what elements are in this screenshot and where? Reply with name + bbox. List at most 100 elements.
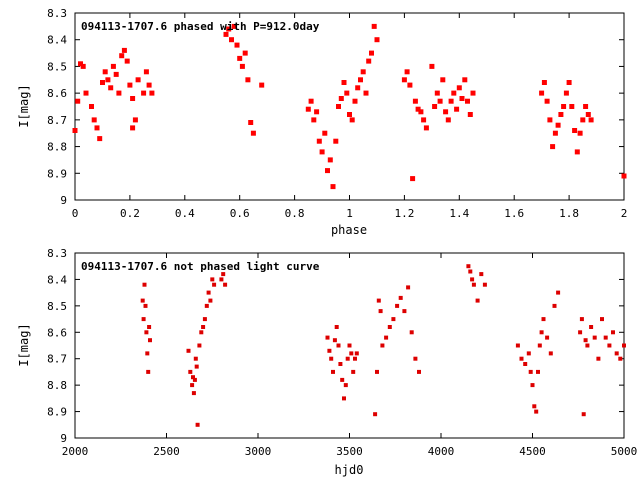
phased-data-point: [130, 125, 136, 131]
unphased-data-points: [140, 264, 626, 427]
phased-data-point: [572, 128, 578, 133]
phased-data-point: [404, 69, 410, 75]
unphased-data-point: [402, 309, 407, 314]
phased-data-point: [314, 109, 320, 115]
phased-data-point: [547, 117, 553, 123]
phased-data-point: [358, 77, 363, 83]
unphased-data-point: [191, 375, 195, 380]
phased-x-tick-label: 1.8: [559, 207, 579, 220]
phased-data-point: [539, 90, 545, 96]
unphased-data-point: [343, 383, 348, 388]
phased-data-point: [349, 117, 355, 123]
phased-data-point: [316, 138, 322, 144]
phased-y-axis-label: I[mag]: [17, 84, 31, 127]
unphased-y-tick-label: 8.5: [47, 300, 67, 313]
phased-y-tick-label: 8.3: [47, 7, 67, 20]
phased-x-tick-label: 1.4: [449, 207, 469, 220]
phased-y-tick-label: 8.6: [47, 87, 67, 100]
phased-data-point: [322, 130, 328, 136]
phased-light-curve-panel: 0 0.2 0.4 0.6 0.8 1 1.2 1.4 1.6 1.8 2 8.3 8.4 8.5 8.6 8…: [17, 7, 627, 237]
phased-data-point: [311, 117, 317, 123]
phased-data-point: [454, 106, 460, 112]
unphased-data-point: [332, 338, 337, 343]
phased-data-point: [141, 90, 147, 96]
unphased-data-point: [552, 303, 557, 308]
phased-data-point: [443, 109, 449, 115]
unphased-data-point: [194, 364, 199, 369]
unphased-x-tick-label: 4000: [428, 445, 455, 458]
unphased-y-tick-label: 8.6: [47, 326, 67, 339]
phased-data-point: [363, 90, 369, 96]
phased-y-tick-label: 8.8: [47, 141, 67, 154]
unphased-data-point: [202, 317, 207, 322]
phased-data-point: [410, 176, 416, 182]
unphased-data-point: [378, 309, 383, 314]
unphased-data-point: [336, 343, 341, 348]
phased-data-point: [124, 58, 130, 64]
phased-data-point: [566, 80, 572, 85]
unphased-x-tick-label: 5000: [611, 445, 638, 458]
phased-data-point: [226, 26, 232, 32]
phased-data-point: [75, 98, 81, 104]
phased-data-point: [555, 122, 561, 128]
phased-axis-ticks: 0 0.2 0.4 0.6 0.8 1 1.2 1.4 1.6 1.8 2 8.3 8.4 8.5 8.6 8…: [47, 7, 627, 220]
unphased-data-point: [206, 290, 211, 295]
phased-data-point: [574, 149, 580, 155]
unphased-data-point: [193, 356, 198, 361]
phased-data-point: [374, 37, 380, 43]
unphased-data-point: [618, 356, 623, 361]
unphased-data-point: [219, 277, 224, 282]
unphased-data-point: [581, 412, 586, 417]
phased-data-point: [116, 90, 122, 96]
phased-data-point: [223, 31, 229, 37]
phased-y-tick-label: 8.9: [47, 167, 67, 180]
unphased-data-point: [470, 277, 475, 282]
unphased-data-point: [221, 272, 226, 277]
phased-data-point: [89, 104, 94, 109]
unphased-data-point: [482, 282, 487, 287]
unphased-data-point: [338, 362, 343, 366]
phased-data-point: [248, 120, 254, 125]
unphased-data-point: [417, 369, 421, 374]
unphased-data-point: [147, 325, 152, 329]
unphased-data-point: [351, 369, 356, 374]
unphased-axis-ticks: 2000 2500 3000 3500 4000 4500 5000 8.3 8.4 8.5 8.6…: [47, 247, 637, 458]
unphased-data-point: [340, 377, 345, 382]
phased-data-point: [465, 98, 470, 104]
phased-data-point: [585, 112, 591, 117]
unphased-data-point: [475, 298, 480, 303]
unphased-data-point: [596, 356, 601, 361]
unphased-data-point: [539, 330, 544, 335]
unphased-data-point: [347, 343, 352, 348]
unphased-data-point: [190, 383, 195, 388]
phased-data-point: [448, 98, 454, 104]
unphased-data-point: [391, 317, 396, 322]
phased-data-point: [467, 112, 473, 117]
unphased-data-point: [526, 351, 531, 356]
phased-data-point: [440, 77, 446, 83]
unphased-plot-title: 094113-1707.6 not phased light curve: [81, 260, 320, 273]
phased-data-point: [121, 47, 127, 53]
phased-data-point: [239, 63, 245, 69]
unphased-data-point: [471, 282, 476, 287]
unphased-data-point: [208, 298, 213, 303]
phased-data-point: [102, 69, 108, 75]
phased-data-point: [146, 82, 152, 88]
phased-data-point: [429, 63, 435, 69]
phased-data-point: [330, 184, 336, 190]
unphased-data-point: [143, 303, 148, 308]
unphased-data-point: [534, 409, 539, 414]
unphased-data-point: [614, 351, 619, 356]
phased-data-points: [72, 23, 627, 190]
unphased-x-tick-label: 2000: [62, 445, 89, 458]
phased-x-tick-label: 1.6: [504, 207, 524, 220]
unphased-data-point: [186, 348, 191, 353]
unphased-data-point: [523, 362, 528, 366]
phased-data-point: [108, 85, 114, 91]
phased-data-point: [149, 90, 155, 96]
phased-data-point: [432, 104, 438, 109]
unphased-x-tick-label: 4500: [519, 445, 546, 458]
unphased-data-point: [325, 335, 330, 340]
phased-data-point: [563, 90, 569, 96]
